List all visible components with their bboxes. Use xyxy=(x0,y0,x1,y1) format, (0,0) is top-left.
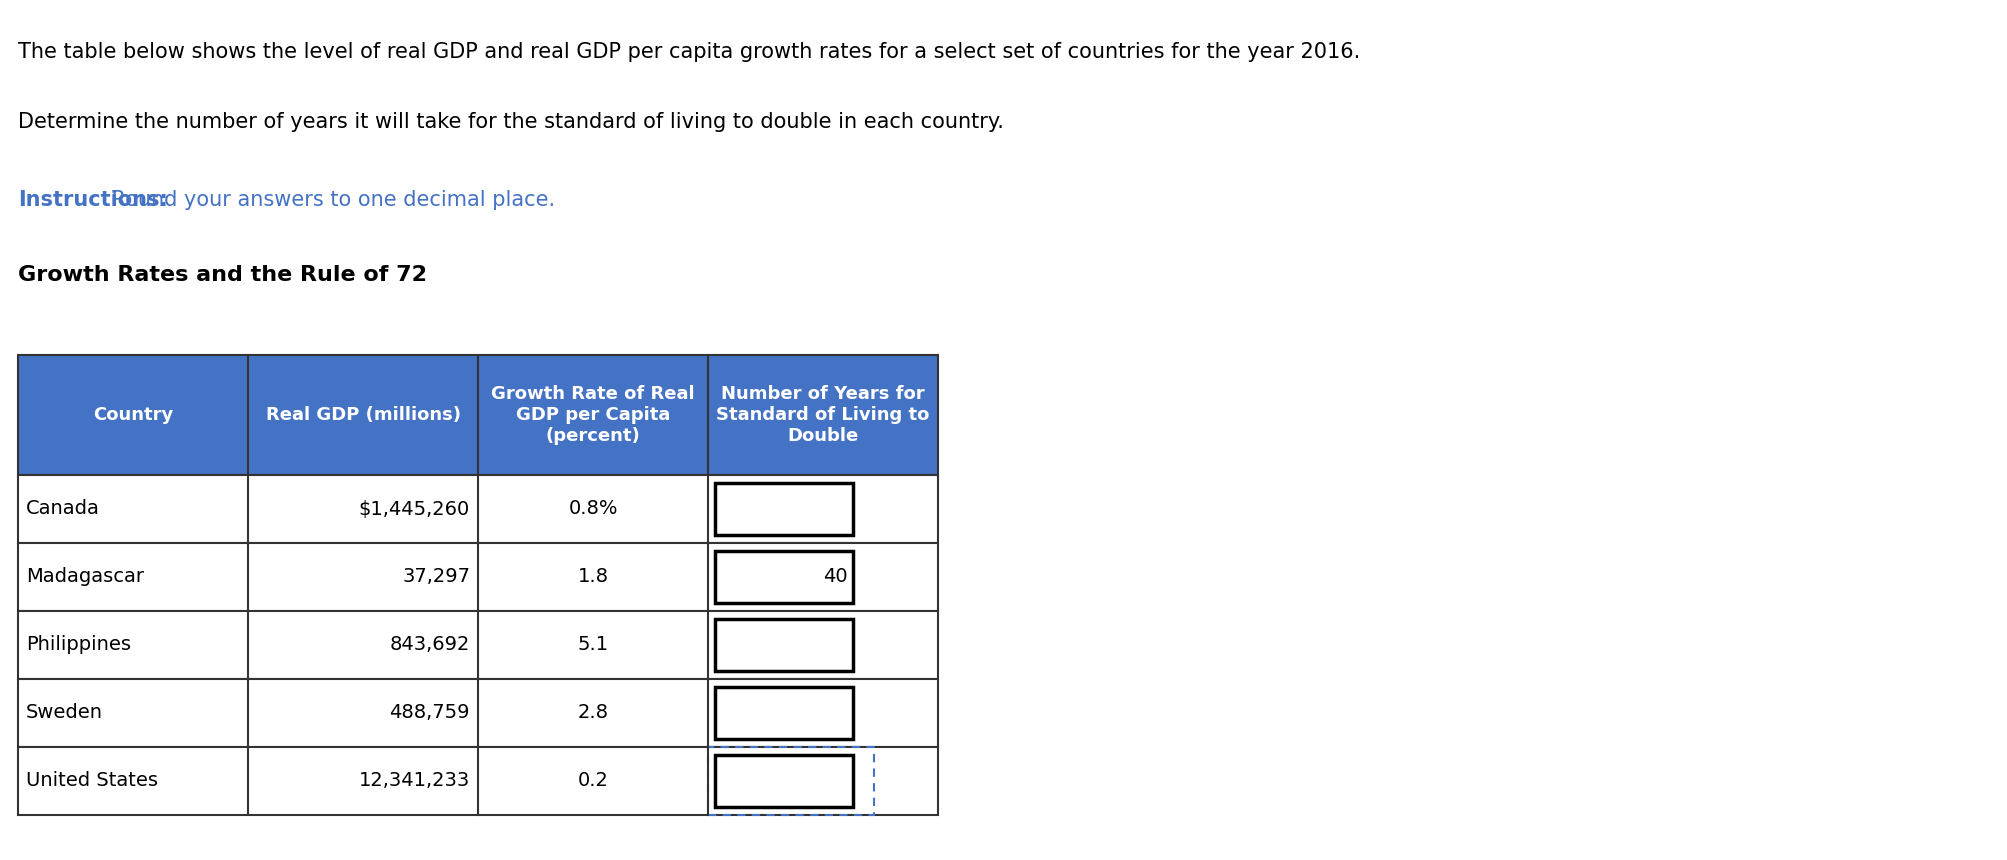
Text: Country: Country xyxy=(92,406,173,424)
Text: United States: United States xyxy=(26,771,159,790)
Text: 843,692: 843,692 xyxy=(389,636,470,654)
Text: The table below shows the level of real GDP and real GDP per capita growth rates: The table below shows the level of real … xyxy=(18,42,1359,62)
Text: Determine the number of years it will take for the standard of living to double : Determine the number of years it will ta… xyxy=(18,112,1004,132)
Text: Madagascar: Madagascar xyxy=(26,568,145,587)
Text: 2.8: 2.8 xyxy=(578,703,608,722)
Text: Instructions:: Instructions: xyxy=(18,190,169,210)
Bar xyxy=(714,483,853,535)
Text: 12,341,233: 12,341,233 xyxy=(359,771,470,790)
Bar xyxy=(714,755,853,807)
Text: 40: 40 xyxy=(823,568,847,587)
Text: Growth Rate of Real
GDP per Capita
(percent): Growth Rate of Real GDP per Capita (perc… xyxy=(492,385,694,445)
Bar xyxy=(714,687,853,739)
Text: Real GDP (millions): Real GDP (millions) xyxy=(265,406,460,424)
Text: 488,759: 488,759 xyxy=(389,703,470,722)
Bar xyxy=(18,355,937,475)
Text: Growth Rates and the Rule of 72: Growth Rates and the Rule of 72 xyxy=(18,265,427,285)
Text: 37,297: 37,297 xyxy=(401,568,470,587)
Text: Sweden: Sweden xyxy=(26,703,102,722)
Text: 0.2: 0.2 xyxy=(578,771,608,790)
Bar xyxy=(18,543,937,611)
Text: Canada: Canada xyxy=(26,500,100,519)
Bar xyxy=(714,619,853,671)
Text: Philippines: Philippines xyxy=(26,636,130,654)
Text: 5.1: 5.1 xyxy=(578,636,608,654)
Bar xyxy=(708,747,873,815)
Text: 1.8: 1.8 xyxy=(578,568,608,587)
Bar xyxy=(18,611,937,679)
Bar xyxy=(714,551,853,603)
Bar xyxy=(18,355,937,475)
Text: Number of Years for
Standard of Living to
Double: Number of Years for Standard of Living t… xyxy=(716,385,929,445)
Bar xyxy=(18,679,937,747)
Bar xyxy=(18,747,937,815)
Text: Round your answers to one decimal place.: Round your answers to one decimal place. xyxy=(104,190,554,210)
Bar xyxy=(18,475,937,543)
Text: 0.8%: 0.8% xyxy=(568,500,618,519)
Text: $1,445,260: $1,445,260 xyxy=(359,500,470,519)
